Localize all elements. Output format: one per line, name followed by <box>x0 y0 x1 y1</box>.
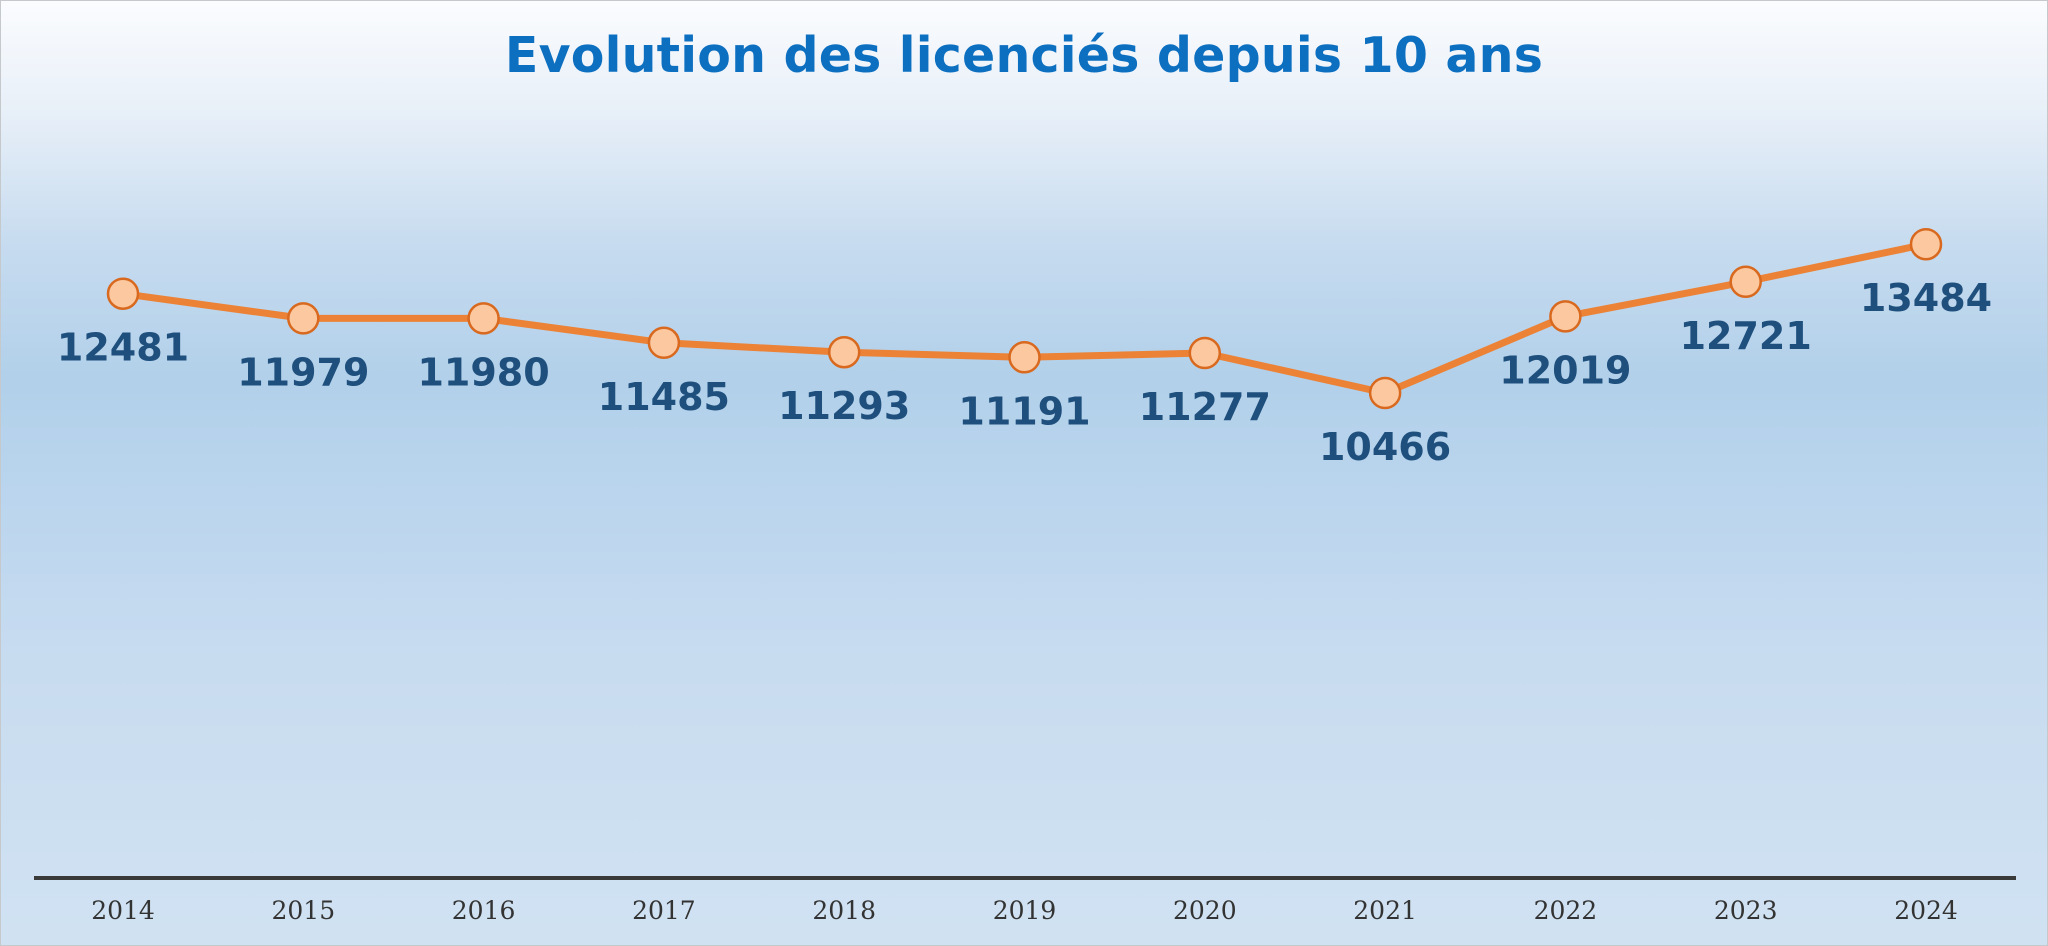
data-point-2023 <box>1729 265 1762 299</box>
x-axis-ticks: 2014 2015 2016 2017 2018 2019 2020 2021 2022 2023… <box>91 896 1958 925</box>
x-tick-label-2019: 2019 <box>993 896 1057 925</box>
series-layer <box>106 227 1943 410</box>
data-point-2019 <box>1008 341 1041 374</box>
data-label-2014: 12481 <box>57 326 189 370</box>
x-tick-label-2015: 2015 <box>271 896 335 925</box>
data-label-2017: 11485 <box>598 375 730 419</box>
x-tick-label-2020: 2020 <box>1173 896 1237 925</box>
data-point-2016 <box>467 302 500 335</box>
data-point-2014 <box>106 277 140 310</box>
data-label-2024: 13484 <box>1860 276 1992 320</box>
data-label-2020: 11277 <box>1139 385 1271 429</box>
x-tick-label-2016: 2016 <box>452 896 516 925</box>
chart-title: Evolution des licenciés depuis 10 ans <box>504 27 1544 84</box>
x-tick-label-2023: 2023 <box>1714 896 1778 925</box>
data-label-2018: 11293 <box>778 384 910 428</box>
data-point-2021 <box>1368 376 1402 410</box>
data-labels: 12481 11979 11980 11485 11293 11191 11277 10466… <box>57 276 1992 469</box>
data-point-2015 <box>287 302 320 335</box>
data-label-2015: 11979 <box>237 350 369 394</box>
x-tick-label-2017: 2017 <box>632 896 696 925</box>
x-tick-label-2018: 2018 <box>812 896 876 925</box>
data-point-2018 <box>827 335 861 369</box>
data-label-2023: 12721 <box>1680 314 1812 358</box>
data-point-2022 <box>1549 300 1582 333</box>
x-tick-label-2021: 2021 <box>1353 896 1417 925</box>
x-tick-label-2022: 2022 <box>1534 896 1598 925</box>
data-label-2022: 12019 <box>1499 348 1631 392</box>
data-point-2017 <box>647 326 681 360</box>
data-label-2016: 11980 <box>417 350 549 394</box>
data-point-2020 <box>1188 336 1222 370</box>
x-tick-label-2024: 2024 <box>1894 896 1958 925</box>
data-label-2021: 10466 <box>1319 425 1451 469</box>
data-label-2019: 11191 <box>958 389 1090 433</box>
data-point-2024 <box>1909 227 1943 261</box>
x-tick-label-2014: 2014 <box>91 896 155 925</box>
